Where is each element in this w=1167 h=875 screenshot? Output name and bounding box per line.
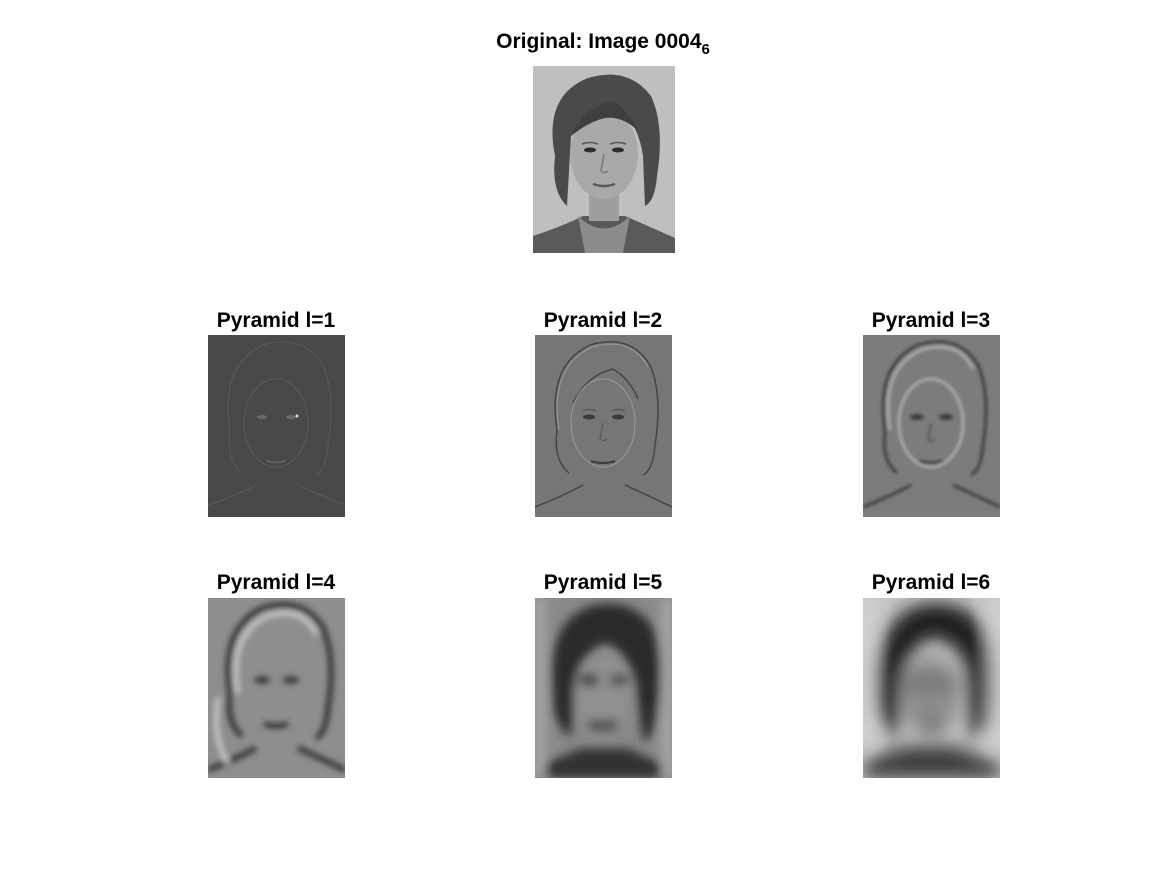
pyramid-2-title: Pyramid l=2 xyxy=(543,309,663,332)
original-title-main: Original: Image 0004 xyxy=(496,30,702,53)
original-title: Original: Image 00046 xyxy=(433,30,773,57)
pyramid-6-image xyxy=(863,598,1000,778)
pyramid-5-title: Pyramid l=5 xyxy=(543,571,663,594)
original-face-image xyxy=(533,66,675,253)
pyramid-1-image xyxy=(208,335,345,517)
pyramid-3-title: Pyramid l=3 xyxy=(871,309,991,332)
pyramid-5-image xyxy=(535,598,672,778)
original-title-subscript: 6 xyxy=(701,41,710,58)
pyramid-4-title: Pyramid l=4 xyxy=(216,571,336,594)
pyramid-3-image xyxy=(863,335,1000,517)
pyramid-2-image xyxy=(535,335,672,517)
pyramid-1-title: Pyramid l=1 xyxy=(216,309,336,332)
pyramid-6-title: Pyramid l=6 xyxy=(871,571,991,594)
pyramid-4-image xyxy=(208,598,345,778)
